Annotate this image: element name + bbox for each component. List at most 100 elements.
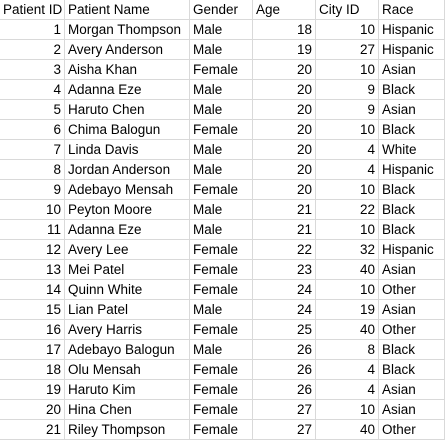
cell-patient-id[interactable]: 15 [0, 300, 65, 320]
cell-age[interactable]: 20 [253, 160, 316, 180]
cell-patient-id[interactable]: 18 [0, 360, 65, 380]
cell-race[interactable]: Other [379, 280, 445, 300]
cell-patient-id[interactable]: 9 [0, 180, 65, 200]
cell-patient-id[interactable]: 5 [0, 100, 65, 120]
cell-patient-name[interactable]: Peyton Moore [65, 200, 190, 220]
cell-race[interactable]: Asian [379, 400, 445, 420]
cell-patient-name[interactable]: Avery Lee [65, 240, 190, 260]
cell-patient-name[interactable]: Aisha Khan [65, 60, 190, 80]
cell-patient-id[interactable]: 8 [0, 160, 65, 180]
cell-city-id[interactable]: 22 [316, 200, 379, 220]
header-cell-patient-name[interactable]: Patient Name [65, 0, 190, 20]
cell-race[interactable]: Black [379, 340, 445, 360]
cell-race[interactable]: White [379, 140, 445, 160]
cell-patient-name[interactable]: Avery Harris [65, 320, 190, 340]
cell-age[interactable]: 23 [253, 260, 316, 280]
cell-city-id[interactable]: 10 [316, 120, 379, 140]
cell-city-id[interactable]: 27 [316, 40, 379, 60]
cell-age[interactable]: 25 [253, 320, 316, 340]
cell-gender[interactable]: Female [190, 120, 253, 140]
cell-city-id[interactable]: 4 [316, 360, 379, 380]
cell-gender[interactable]: Female [190, 400, 253, 420]
cell-patient-name[interactable]: Lian Patel [65, 300, 190, 320]
cell-city-id[interactable]: 4 [316, 380, 379, 400]
cell-race[interactable]: Black [379, 120, 445, 140]
cell-gender[interactable]: Female [190, 240, 253, 260]
cell-gender[interactable]: Male [190, 300, 253, 320]
cell-patient-name[interactable]: Linda Davis [65, 140, 190, 160]
cell-city-id[interactable]: 40 [316, 260, 379, 280]
cell-patient-name[interactable]: Olu Mensah [65, 360, 190, 380]
cell-patient-name[interactable]: Haruto Kim [65, 380, 190, 400]
cell-city-id[interactable]: 10 [316, 20, 379, 40]
cell-patient-id[interactable]: 4 [0, 80, 65, 100]
cell-patient-id[interactable]: 12 [0, 240, 65, 260]
cell-patient-id[interactable]: 17 [0, 340, 65, 360]
cell-age[interactable]: 20 [253, 140, 316, 160]
cell-gender[interactable]: Male [190, 80, 253, 100]
cell-city-id[interactable]: 10 [316, 280, 379, 300]
cell-age[interactable]: 24 [253, 300, 316, 320]
cell-city-id[interactable]: 4 [316, 140, 379, 160]
cell-patient-name[interactable]: Chima Balogun [65, 120, 190, 140]
cell-gender[interactable]: Male [190, 20, 253, 40]
cell-city-id[interactable]: 8 [316, 340, 379, 360]
cell-race[interactable]: Black [379, 220, 445, 240]
cell-gender[interactable]: Male [190, 340, 253, 360]
header-cell-age[interactable]: Age [253, 0, 316, 20]
cell-race[interactable]: Asian [379, 260, 445, 280]
cell-age[interactable]: 20 [253, 60, 316, 80]
cell-patient-name[interactable]: Mei Patel [65, 260, 190, 280]
cell-patient-name[interactable]: Morgan Thompson [65, 20, 190, 40]
cell-city-id[interactable]: 4 [316, 160, 379, 180]
cell-race[interactable]: Asian [379, 60, 445, 80]
header-cell-city-id[interactable]: City ID [316, 0, 379, 20]
cell-patient-id[interactable]: 16 [0, 320, 65, 340]
cell-gender[interactable]: Female [190, 260, 253, 280]
cell-patient-name[interactable]: Hina Chen [65, 400, 190, 420]
cell-city-id[interactable]: 9 [316, 100, 379, 120]
cell-race[interactable]: Hispanic [379, 240, 445, 260]
cell-race[interactable]: Black [379, 180, 445, 200]
cell-patient-name[interactable]: Riley Thompson [65, 420, 190, 440]
cell-gender[interactable]: Male [190, 200, 253, 220]
cell-patient-name[interactable]: Adebayo Mensah [65, 180, 190, 200]
cell-race[interactable]: Hispanic [379, 40, 445, 60]
cell-patient-name[interactable]: Haruto Chen [65, 100, 190, 120]
cell-gender[interactable]: Male [190, 220, 253, 240]
cell-age[interactable]: 27 [253, 420, 316, 440]
cell-age[interactable]: 20 [253, 120, 316, 140]
cell-city-id[interactable]: 10 [316, 60, 379, 80]
cell-patient-id[interactable]: 7 [0, 140, 65, 160]
cell-race[interactable]: Other [379, 320, 445, 340]
cell-patient-id[interactable]: 19 [0, 380, 65, 400]
cell-age[interactable]: 21 [253, 200, 316, 220]
header-cell-race[interactable]: Race [379, 0, 445, 20]
cell-age[interactable]: 21 [253, 220, 316, 240]
cell-city-id[interactable]: 10 [316, 220, 379, 240]
cell-race[interactable]: Black [379, 360, 445, 380]
cell-age[interactable]: 19 [253, 40, 316, 60]
cell-age[interactable]: 26 [253, 340, 316, 360]
cell-gender[interactable]: Female [190, 280, 253, 300]
cell-gender[interactable]: Male [190, 100, 253, 120]
cell-gender[interactable]: Female [190, 360, 253, 380]
cell-age[interactable]: 26 [253, 360, 316, 380]
cell-patient-id[interactable]: 2 [0, 40, 65, 60]
cell-age[interactable]: 18 [253, 20, 316, 40]
cell-race[interactable]: Hispanic [379, 160, 445, 180]
cell-age[interactable]: 27 [253, 400, 316, 420]
cell-gender[interactable]: Female [190, 420, 253, 440]
cell-patient-name[interactable]: Jordan Anderson [65, 160, 190, 180]
cell-gender[interactable]: Male [190, 140, 253, 160]
cell-age[interactable]: 24 [253, 280, 316, 300]
cell-patient-id[interactable]: 21 [0, 420, 65, 440]
cell-race[interactable]: Asian [379, 380, 445, 400]
cell-race[interactable]: Other [379, 420, 445, 440]
cell-gender[interactable]: Female [190, 180, 253, 200]
cell-patient-id[interactable]: 13 [0, 260, 65, 280]
cell-patient-id[interactable]: 10 [0, 200, 65, 220]
cell-city-id[interactable]: 10 [316, 400, 379, 420]
cell-age[interactable]: 26 [253, 380, 316, 400]
cell-age[interactable]: 20 [253, 80, 316, 100]
